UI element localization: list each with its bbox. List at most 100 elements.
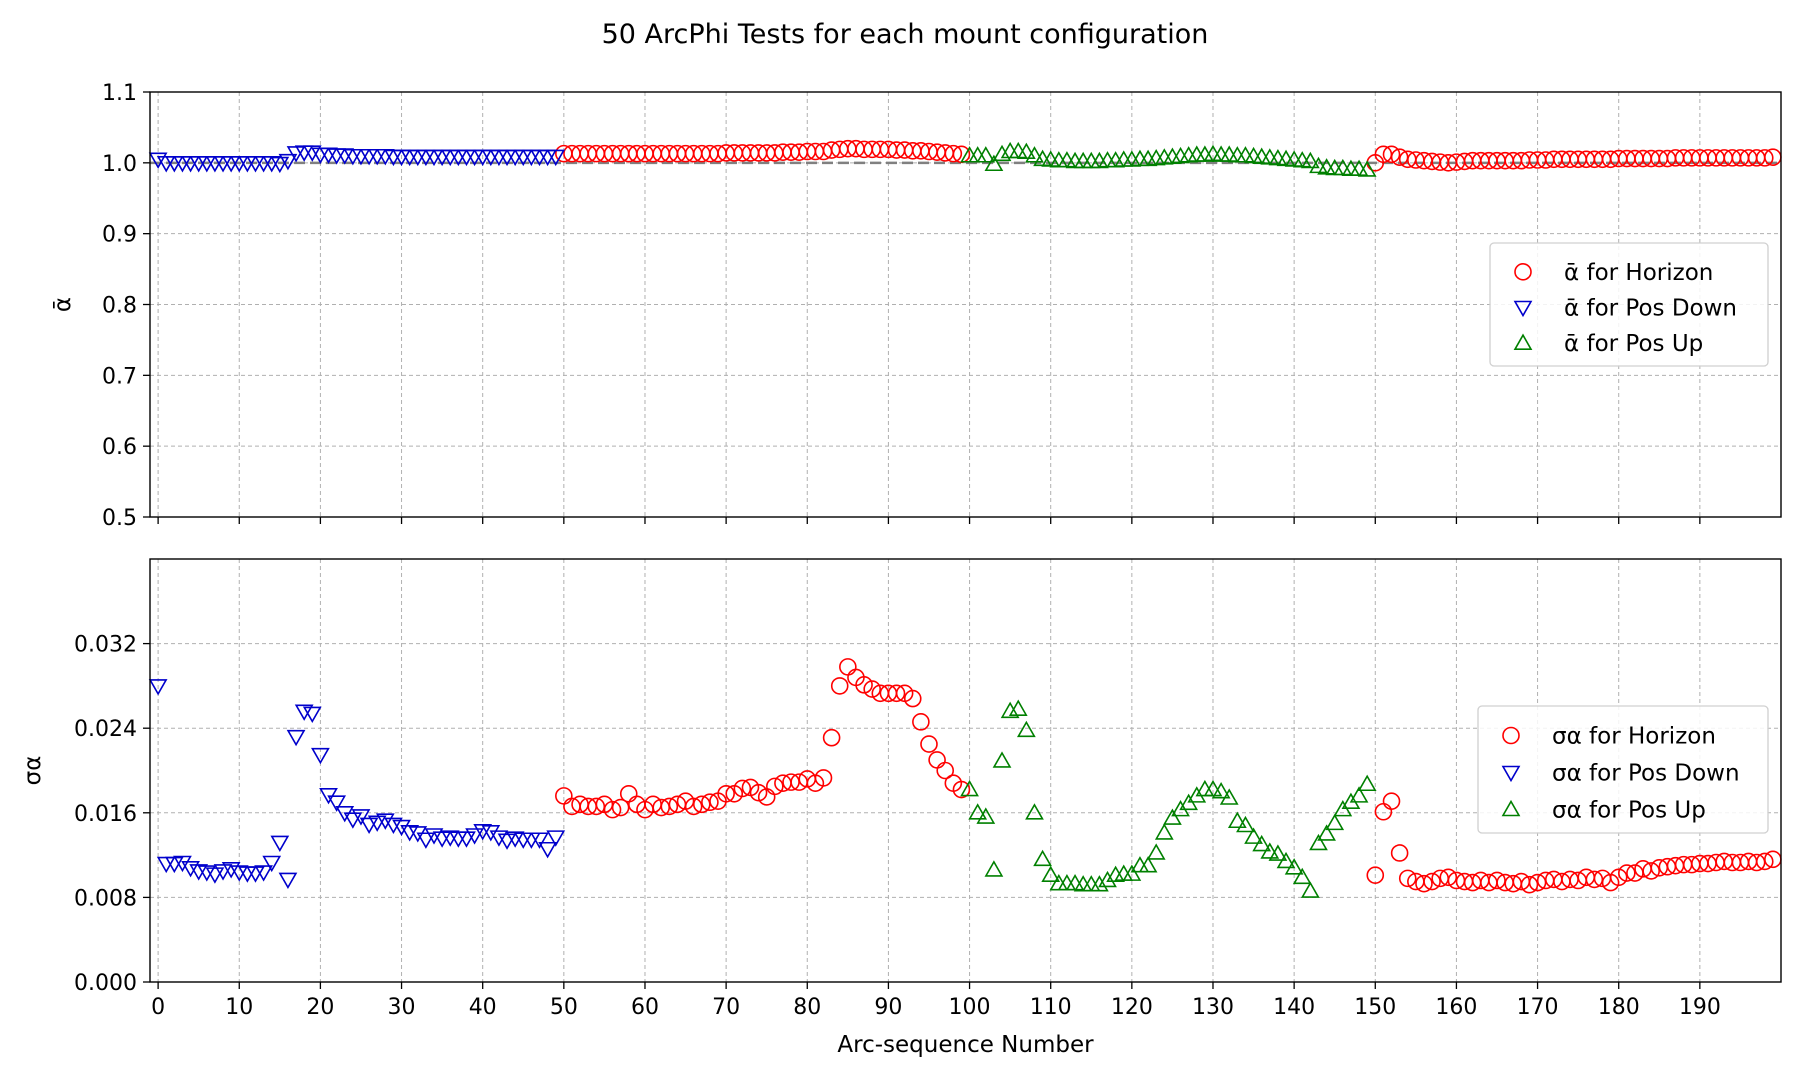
bottom-ticks: 0 10 20 30 40 50 60 70 80 90 100 110 120 130 140 150 160… xyxy=(74,633,1721,1020)
data-point xyxy=(424,828,444,845)
top-y-axis-label: ᾱ xyxy=(50,297,76,312)
data-point xyxy=(173,855,192,873)
x-tick-label: 0 xyxy=(151,995,165,1020)
y-tick-label: 0.8 xyxy=(102,294,137,319)
y-tick-label: 0.024 xyxy=(74,717,137,742)
x-tick-label: 100 xyxy=(949,995,991,1020)
data-point xyxy=(416,832,436,849)
y-tick-label: 1.1 xyxy=(102,81,137,106)
data-point xyxy=(1041,865,1061,882)
x-tick-label: 80 xyxy=(793,995,821,1020)
data-point xyxy=(1252,834,1272,852)
data-point xyxy=(1211,782,1231,799)
data-point xyxy=(903,689,922,708)
data-point xyxy=(1349,786,1369,803)
data-point xyxy=(343,812,363,829)
data-point xyxy=(392,819,411,837)
x-tick-label: 110 xyxy=(1030,995,1072,1020)
data-point xyxy=(1755,852,1774,871)
data-point xyxy=(611,798,630,817)
data-point xyxy=(359,817,379,835)
legend-marker xyxy=(1501,765,1521,783)
data-point xyxy=(197,865,217,882)
y-tick-label: 1.0 xyxy=(102,152,137,177)
data-point xyxy=(1488,871,1506,890)
data-point xyxy=(936,761,955,780)
data-point xyxy=(1016,142,1036,160)
data-point xyxy=(1268,844,1288,861)
legend-label: σα for Horizon xyxy=(1552,724,1716,750)
data-point xyxy=(1747,853,1766,872)
data-point xyxy=(1016,720,1036,738)
data-point xyxy=(1398,869,1417,888)
data-point xyxy=(1300,881,1320,898)
y-tick-label: 0.016 xyxy=(74,802,137,827)
data-point xyxy=(221,862,241,879)
data-point xyxy=(830,677,849,695)
data-point xyxy=(1244,827,1263,844)
data-point xyxy=(1317,824,1336,841)
bottom-y-axis-label: σα xyxy=(20,756,46,786)
data-point xyxy=(1154,823,1174,840)
top-data-marks xyxy=(148,139,1782,177)
data-point xyxy=(489,830,509,847)
data-point xyxy=(1163,808,1182,825)
data-point xyxy=(254,865,273,882)
y-tick-label: 0.032 xyxy=(74,633,137,658)
data-point xyxy=(351,809,371,826)
data-point xyxy=(717,784,735,803)
data-point xyxy=(1025,146,1044,163)
data-point xyxy=(887,684,906,703)
data-point xyxy=(546,830,566,847)
data-point xyxy=(1203,779,1223,797)
data-point xyxy=(1439,868,1458,887)
x-tick-label: 70 xyxy=(712,995,740,1020)
x-tick-label: 120 xyxy=(1111,995,1153,1020)
data-point xyxy=(530,832,549,849)
legend-marker xyxy=(1502,726,1520,745)
data-point xyxy=(782,773,800,791)
top-ticks: 0.5 0.6 0.7 0.8 0.9 1.0 1.1 xyxy=(102,81,1701,531)
data-point xyxy=(587,797,606,816)
data-point xyxy=(1520,875,1539,894)
data-point xyxy=(262,855,282,873)
data-point xyxy=(302,145,322,162)
series-triangle-up xyxy=(960,699,1377,898)
x-tick-label: 190 xyxy=(1679,995,1721,1020)
x-tick-label: 160 xyxy=(1435,995,1477,1020)
data-point xyxy=(1382,792,1401,810)
data-point xyxy=(992,144,1012,162)
y-tick-label: 0.7 xyxy=(102,364,137,389)
bottom-data-marks xyxy=(148,658,1782,898)
data-point xyxy=(1025,803,1044,820)
data-point xyxy=(733,779,752,798)
data-point xyxy=(692,795,711,814)
y-tick-label: 0.9 xyxy=(102,223,137,248)
y-tick-label: 0.6 xyxy=(102,435,137,460)
data-point xyxy=(1415,874,1433,893)
data-point xyxy=(652,798,671,817)
x-tick-label: 60 xyxy=(631,995,659,1020)
series-triangle-down xyxy=(148,145,566,174)
top-legend: ᾱ for Horizon ᾱ for Pos Down ᾱ for Pos Up xyxy=(1489,242,1769,367)
data-point xyxy=(660,797,679,816)
data-point xyxy=(976,807,996,824)
legend-label: ᾱ for Horizon xyxy=(1564,260,1713,286)
data-point xyxy=(968,803,988,820)
data-point xyxy=(270,156,290,174)
data-point xyxy=(538,841,557,859)
x-tick-label: 170 xyxy=(1517,995,1559,1020)
data-point xyxy=(1366,866,1385,884)
series-circle xyxy=(555,139,1782,172)
data-point xyxy=(1357,774,1377,792)
data-point xyxy=(1423,872,1441,891)
data-point xyxy=(960,779,979,797)
data-point xyxy=(181,860,200,878)
data-point xyxy=(920,735,938,753)
x-tick-label: 10 xyxy=(225,995,253,1020)
data-point xyxy=(1090,875,1109,892)
data-point xyxy=(1227,811,1247,829)
x-tick-label: 140 xyxy=(1273,995,1315,1020)
data-point xyxy=(1260,842,1280,859)
